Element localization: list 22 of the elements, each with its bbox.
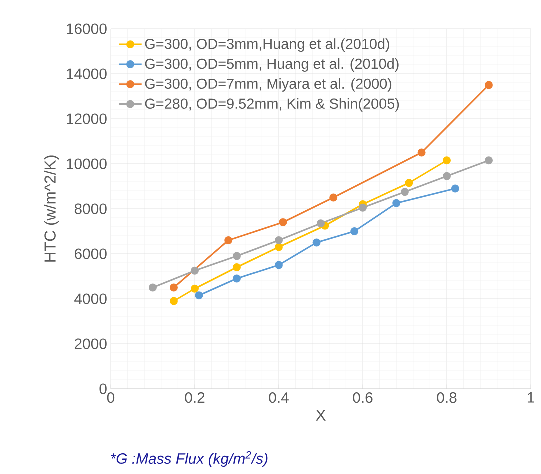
- y-tick-label: 14000: [67, 68, 107, 80]
- y-tick-label: 6000: [75, 248, 107, 260]
- legend-label: G=300, OD=7mm, Miyara et al. (2000): [145, 78, 392, 92]
- text: *G :Mass Flux (kg/m$^{2}$/s): [111, 451, 268, 468]
- x-tick-label: 1: [528, 392, 534, 403]
- y-tick-label: 12000: [67, 114, 107, 124]
- y-tick-label: 8000: [74, 204, 107, 214]
- legend-label: G=280, OD=9.52mm, Kim & Shin(2005): [145, 98, 400, 112]
- x-tick-label: 0.6: [353, 392, 373, 404]
- y-tick-label: 2000: [74, 338, 107, 350]
- x-axis-title: X: [316, 410, 326, 421]
- x-tick-label: 0.8: [437, 392, 457, 404]
- x-tick-label: 0.2: [185, 392, 205, 404]
- y-tick-label: 10000: [67, 158, 107, 170]
- legend-label: G=300, OD=3mm,Huang et al.(2010d): [145, 38, 390, 52]
- legend-label: G=300, OD=5mm, Huang et al. (2010d): [145, 58, 399, 72]
- y-tick-label: 4000: [74, 294, 107, 304]
- y-tick-label: 16000: [67, 24, 107, 34]
- y-tick-label: 0: [100, 384, 107, 394]
- x-tick-label: 0: [107, 392, 115, 404]
- y-axis-title: HTC (w/m^2/K): [44, 156, 60, 262]
- x-tick-label: 0.4: [269, 392, 289, 404]
